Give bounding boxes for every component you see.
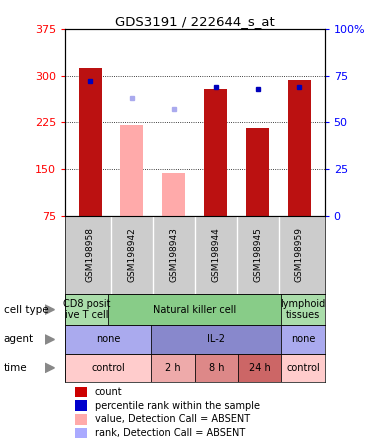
Text: GSM198945: GSM198945 (253, 227, 262, 282)
Text: count: count (95, 387, 122, 397)
Text: 8 h: 8 h (209, 363, 224, 373)
Text: value, Detection Call = ABSENT: value, Detection Call = ABSENT (95, 414, 250, 424)
Text: 24 h: 24 h (249, 363, 270, 373)
Text: lymphoid
tissues: lymphoid tissues (280, 299, 326, 321)
Bar (151, 325, 281, 354)
Text: GSM198944: GSM198944 (211, 227, 220, 282)
Text: GSM198943: GSM198943 (169, 227, 178, 282)
Bar (65, 294, 108, 325)
Text: GSM198958: GSM198958 (86, 227, 95, 282)
Bar (75, 414, 87, 424)
Bar (75, 428, 87, 438)
Text: CD8 posit
ive T cell: CD8 posit ive T cell (63, 299, 110, 321)
Bar (79, 68, 102, 215)
Polygon shape (45, 305, 55, 314)
Text: control: control (286, 363, 320, 373)
Text: time: time (4, 363, 27, 373)
Bar (75, 400, 87, 411)
Bar (65, 325, 151, 354)
Bar (162, 173, 186, 215)
Bar (75, 387, 87, 397)
Polygon shape (45, 335, 55, 344)
Polygon shape (45, 363, 55, 373)
Text: agent: agent (4, 334, 34, 345)
Bar (246, 128, 269, 215)
Text: 2 h: 2 h (165, 363, 181, 373)
Bar (288, 80, 311, 215)
Bar (151, 354, 195, 382)
Bar (238, 354, 281, 382)
Title: GDS3191 / 222644_s_at: GDS3191 / 222644_s_at (115, 15, 275, 28)
Text: control: control (91, 363, 125, 373)
Bar (281, 294, 325, 325)
Text: none: none (96, 334, 121, 345)
Bar (195, 354, 238, 382)
Bar (108, 294, 281, 325)
Bar (121, 125, 144, 215)
Text: cell type: cell type (4, 305, 48, 315)
Text: IL-2: IL-2 (207, 334, 226, 345)
Text: Natural killer cell: Natural killer cell (153, 305, 236, 315)
Text: GSM198959: GSM198959 (295, 227, 304, 282)
Bar (65, 354, 151, 382)
Bar (281, 325, 325, 354)
Text: rank, Detection Call = ABSENT: rank, Detection Call = ABSENT (95, 428, 245, 438)
Bar (204, 89, 227, 215)
Text: none: none (291, 334, 315, 345)
Bar (281, 354, 325, 382)
Text: percentile rank within the sample: percentile rank within the sample (95, 400, 260, 411)
Text: GSM198942: GSM198942 (128, 227, 137, 282)
